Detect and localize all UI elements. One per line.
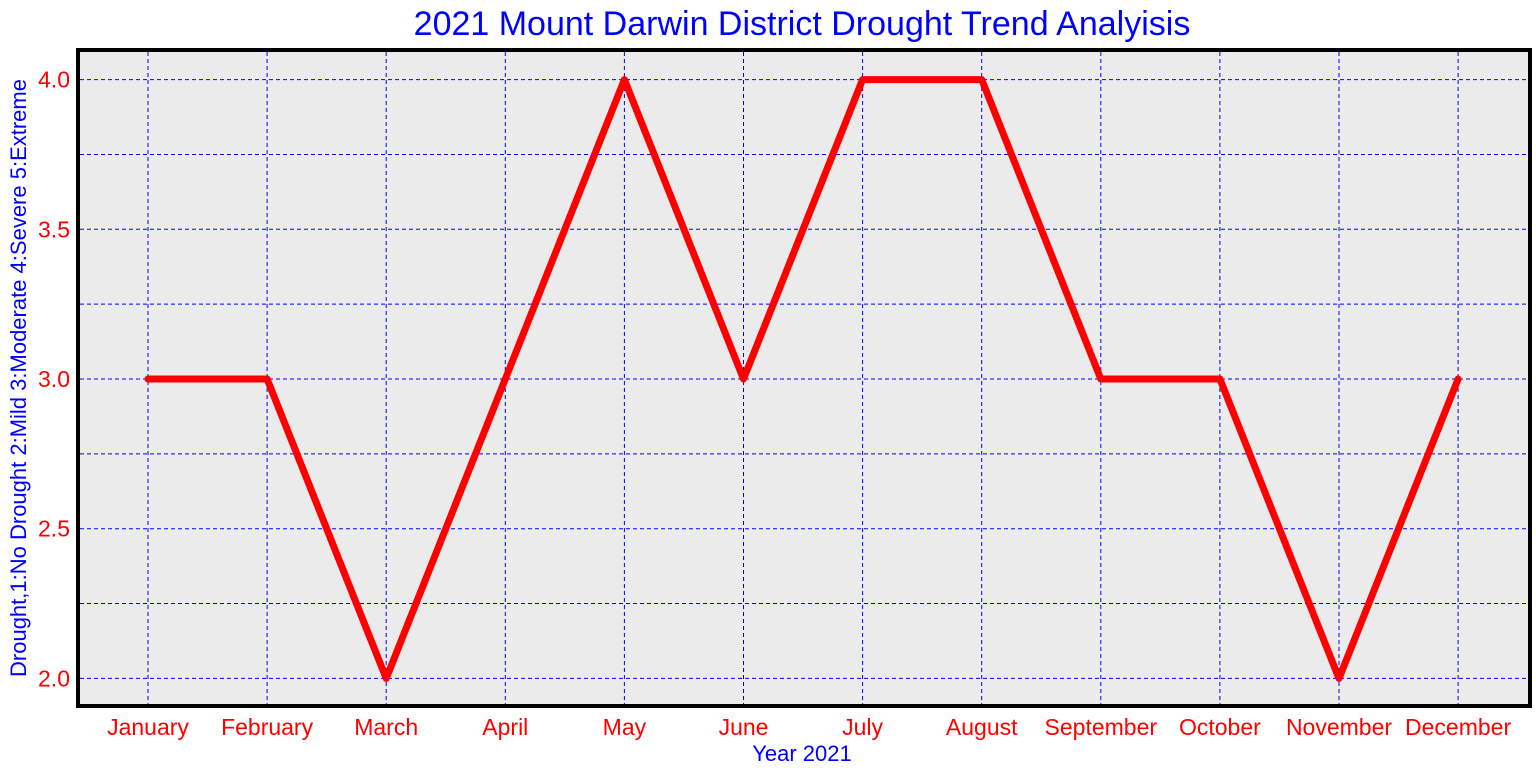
data-point xyxy=(1337,676,1341,681)
y-tick-label: 3.0 xyxy=(38,366,70,392)
series-line xyxy=(144,76,1462,682)
x-tick-label: October xyxy=(1179,714,1261,740)
data-point xyxy=(622,77,627,82)
plot-frame xyxy=(76,48,1532,708)
x-tick-label: April xyxy=(482,714,528,740)
x-axis-label: Year 2021 xyxy=(752,741,852,766)
plot-area xyxy=(78,50,1530,706)
y-tick-label: 2.0 xyxy=(38,665,70,691)
data-point xyxy=(741,377,746,381)
data-point xyxy=(503,377,508,381)
data-point xyxy=(860,77,865,82)
x-tick-label: September xyxy=(1045,714,1158,740)
x-axis-ticks: January February March April May June July Augu… xyxy=(107,714,1511,740)
x-tick-label: November xyxy=(1286,714,1392,740)
y-tick-label: 4.0 xyxy=(38,67,70,93)
y-tick-label: 2.5 xyxy=(38,516,70,542)
x-tick-label: May xyxy=(603,714,647,740)
chart-title: 2021 Mount Darwin District Drought Trend… xyxy=(414,5,1191,43)
x-tick-label: January xyxy=(107,714,189,740)
data-point xyxy=(1456,377,1461,381)
data-point xyxy=(1098,377,1103,381)
data-point xyxy=(265,377,270,381)
y-axis-label: Drought,1:No Drought 2:Mild 3:Moderate 4… xyxy=(6,79,31,677)
data-point xyxy=(146,377,150,381)
line-layer xyxy=(144,76,1462,682)
x-tick-label: February xyxy=(221,714,314,740)
x-tick-label: June xyxy=(719,714,769,740)
data-point xyxy=(1217,377,1222,381)
y-axis-ticks: 2.0 2.5 3.0 3.5 4.0 xyxy=(38,67,70,692)
y-tick-label: 3.5 xyxy=(38,216,70,242)
x-tick-label: December xyxy=(1405,714,1511,740)
data-point xyxy=(384,676,389,681)
x-tick-label: August xyxy=(946,714,1018,740)
data-point xyxy=(979,77,984,82)
x-tick-label: March xyxy=(354,714,418,740)
x-tick-label: July xyxy=(842,714,883,740)
